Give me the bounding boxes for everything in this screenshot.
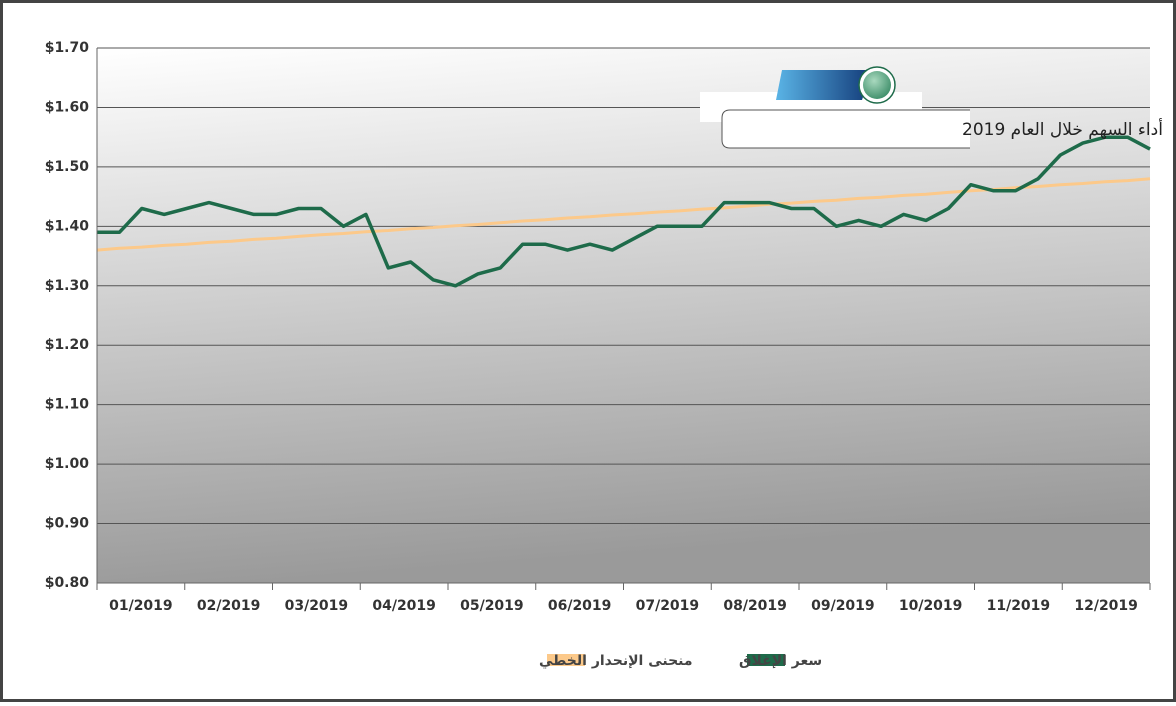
y-tick-label: $1.70 xyxy=(45,40,90,56)
title-bar xyxy=(776,70,872,100)
legend-label: سعر الإغلاق xyxy=(739,653,822,669)
y-tick-label: $1.00 xyxy=(45,456,90,472)
y-tick-label: $1.60 xyxy=(45,99,90,115)
x-tick-label: 03/2019 xyxy=(285,598,349,614)
x-tick-label: 01/2019 xyxy=(109,598,173,614)
legend-swatch xyxy=(747,654,785,666)
title-box: أداء السهم خلال العام 2019 xyxy=(700,66,1163,149)
y-tick-label: $0.80 xyxy=(45,575,90,591)
x-tick-label: 05/2019 xyxy=(460,598,524,614)
title-outline xyxy=(721,109,970,149)
y-tick-label: $1.10 xyxy=(45,397,90,413)
title-ball xyxy=(863,71,891,99)
legend-swatch xyxy=(547,654,585,666)
y-tick-label: $0.90 xyxy=(45,516,90,532)
x-tick-label: 12/2019 xyxy=(1074,598,1138,614)
y-tick-label: $1.20 xyxy=(45,337,90,353)
y-tick-label: $1.30 xyxy=(45,278,90,294)
x-tick-label: 10/2019 xyxy=(899,598,963,614)
plot-area xyxy=(97,48,1150,583)
x-tick-label: 08/2019 xyxy=(723,598,787,614)
x-tick-label: 06/2019 xyxy=(548,598,612,614)
series-line xyxy=(97,135,1151,288)
x-tick-label: 04/2019 xyxy=(372,598,436,614)
x-tick-label: 07/2019 xyxy=(636,598,700,614)
x-tick-label: 02/2019 xyxy=(197,598,261,614)
x-tick-label: 09/2019 xyxy=(811,598,875,614)
y-tick-label: $1.50 xyxy=(45,159,90,175)
y-tick-label: $1.40 xyxy=(45,218,90,234)
chart-title: أداء السهم خلال العام 2019 xyxy=(962,118,1163,140)
legend-label: منحنى الإنحدار الخطي xyxy=(539,653,693,669)
x-tick-label: 11/2019 xyxy=(987,598,1051,614)
series-line xyxy=(96,177,1151,252)
